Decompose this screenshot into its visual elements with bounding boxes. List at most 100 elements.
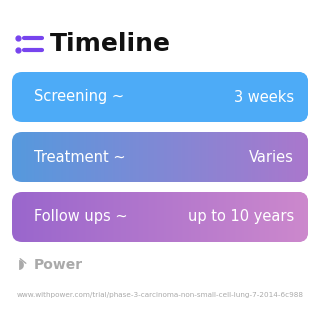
Bar <box>233 132 234 182</box>
Bar <box>129 132 130 182</box>
Bar <box>170 132 172 182</box>
Bar <box>150 72 151 122</box>
Text: Follow ups ~: Follow ups ~ <box>34 210 128 225</box>
Bar <box>190 72 192 122</box>
Bar <box>294 72 296 122</box>
Bar <box>235 72 236 122</box>
Bar <box>298 132 300 182</box>
Bar <box>16 132 18 182</box>
Bar <box>77 192 79 242</box>
Bar <box>124 72 125 122</box>
Bar <box>103 132 105 182</box>
Bar <box>43 72 44 122</box>
Bar <box>166 72 168 122</box>
FancyBboxPatch shape <box>12 132 308 182</box>
Bar <box>116 72 117 122</box>
Bar <box>100 192 101 242</box>
Bar <box>126 192 127 242</box>
Bar <box>238 132 239 182</box>
Bar <box>249 192 250 242</box>
Bar <box>200 192 202 242</box>
Bar <box>222 72 223 122</box>
Bar <box>241 192 242 242</box>
Bar <box>288 132 290 182</box>
Bar <box>91 72 93 122</box>
Bar <box>199 192 201 242</box>
Bar <box>196 72 198 122</box>
Bar <box>19 132 20 182</box>
Bar <box>60 192 62 242</box>
Bar <box>278 132 280 182</box>
Bar <box>184 72 186 122</box>
Bar <box>246 72 247 122</box>
Bar <box>135 72 136 122</box>
Bar <box>17 132 19 182</box>
Bar <box>207 192 209 242</box>
Bar <box>108 132 109 182</box>
Bar <box>242 72 243 122</box>
Bar <box>279 132 281 182</box>
Bar <box>246 132 247 182</box>
Bar <box>96 72 98 122</box>
Bar <box>121 192 122 242</box>
Bar <box>75 72 77 122</box>
Bar <box>62 192 64 242</box>
Bar <box>200 72 202 122</box>
Bar <box>167 132 169 182</box>
Bar <box>232 72 233 122</box>
Bar <box>164 132 166 182</box>
Bar <box>300 192 301 242</box>
Bar <box>127 72 128 122</box>
Bar <box>61 192 63 242</box>
Bar <box>153 192 154 242</box>
Bar <box>68 72 70 122</box>
Bar <box>108 192 109 242</box>
Bar <box>209 192 211 242</box>
Bar <box>52 72 54 122</box>
Bar <box>126 132 127 182</box>
Bar <box>55 192 56 242</box>
Bar <box>199 132 201 182</box>
Bar <box>279 192 281 242</box>
Bar <box>210 72 212 122</box>
Bar <box>107 72 108 122</box>
Bar <box>130 132 131 182</box>
Bar <box>44 72 45 122</box>
Bar <box>40 192 41 242</box>
Bar <box>98 132 100 182</box>
Bar <box>242 132 243 182</box>
Bar <box>105 192 107 242</box>
Bar <box>239 192 240 242</box>
Bar <box>24 72 25 122</box>
Bar <box>271 72 273 122</box>
Bar <box>25 192 26 242</box>
Bar <box>59 132 60 182</box>
Bar <box>62 72 64 122</box>
Bar <box>278 72 280 122</box>
Bar <box>265 72 267 122</box>
Bar <box>147 192 148 242</box>
Bar <box>114 132 116 182</box>
Bar <box>291 72 293 122</box>
Bar <box>52 132 54 182</box>
Bar <box>178 72 180 122</box>
Bar <box>46 132 47 182</box>
Bar <box>42 192 43 242</box>
Bar <box>71 72 73 122</box>
Bar <box>102 192 104 242</box>
Bar <box>53 192 55 242</box>
Bar <box>145 132 146 182</box>
Bar <box>58 72 59 122</box>
Bar <box>19 192 20 242</box>
Bar <box>180 192 182 242</box>
Bar <box>177 72 179 122</box>
Bar <box>90 192 92 242</box>
Bar <box>139 192 140 242</box>
Bar <box>240 192 241 242</box>
Bar <box>306 132 308 182</box>
Bar <box>260 132 261 182</box>
Bar <box>231 132 232 182</box>
Bar <box>45 72 46 122</box>
Text: up to 10 years: up to 10 years <box>188 210 294 225</box>
Bar <box>92 72 94 122</box>
